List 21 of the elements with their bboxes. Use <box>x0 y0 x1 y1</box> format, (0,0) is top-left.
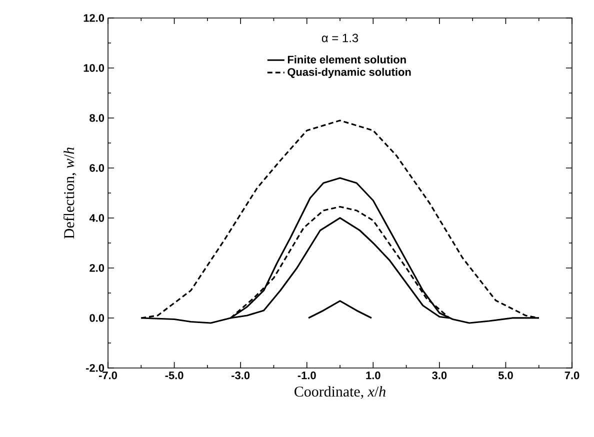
legend-title: α = 1.3 <box>322 34 358 42</box>
y-tick-label: 0.0 <box>90 314 104 322</box>
y-tick-label: 12.0 <box>84 14 104 22</box>
y-axis-title: Deflection, w/h <box>64 148 76 239</box>
legend-label: Finite element solution <box>288 55 406 64</box>
y-tick-label: 6.0 <box>90 164 104 172</box>
x-axis-title: Coordinate, x/h <box>294 386 386 399</box>
y-tick-label: 8.0 <box>90 114 104 122</box>
y-tick-label: 4.0 <box>89 214 104 222</box>
x-tick-label: -3.0 <box>232 372 250 380</box>
x-tick-label: -7.0 <box>98 372 117 380</box>
x-tick-label: 7.0 <box>564 372 580 380</box>
x-tick-label: 5.0 <box>498 372 513 380</box>
legend-label: Quasi-dynamic solution <box>288 68 411 78</box>
y-tick-label: -2.0 <box>86 364 104 372</box>
x-tick-label: -1.0 <box>298 372 316 380</box>
y-tick-label: 2.0 <box>90 264 104 272</box>
y-tick-label: 10.0 <box>84 64 104 72</box>
x-tick-label: 1.0 <box>366 372 380 380</box>
x-tick-label: 3.0 <box>432 372 447 380</box>
x-tick-label: -5.0 <box>165 372 184 380</box>
